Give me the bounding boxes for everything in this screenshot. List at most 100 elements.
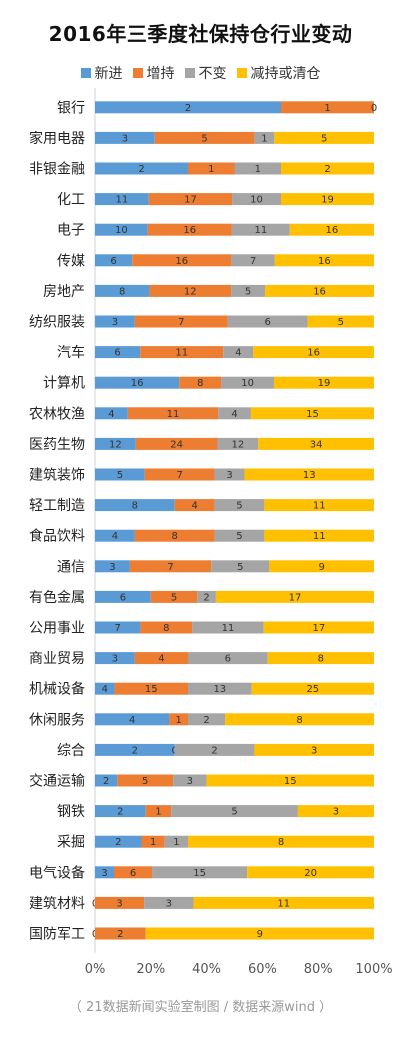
data-label: 1 bbox=[176, 715, 182, 726]
bar-segment bbox=[95, 499, 175, 512]
bar-segment bbox=[95, 866, 115, 879]
bar-segment bbox=[171, 805, 298, 818]
legend-swatch-unchanged bbox=[184, 68, 195, 78]
bar-segment bbox=[211, 560, 270, 573]
data-label: 7 bbox=[167, 562, 173, 573]
category-label: 交通运输 bbox=[29, 773, 85, 790]
bar-segment bbox=[217, 437, 259, 450]
bar-segment bbox=[227, 315, 308, 328]
legend: 新进 增持 不变 减持或清仓 bbox=[0, 63, 401, 83]
data-label: 4 bbox=[158, 654, 164, 665]
data-label: 3 bbox=[109, 562, 115, 573]
data-label: 10 bbox=[115, 225, 128, 236]
bar-segment bbox=[134, 315, 228, 328]
bar-segment bbox=[95, 529, 135, 542]
data-label: 11 bbox=[116, 195, 129, 206]
category-label: 建筑装饰 bbox=[29, 468, 85, 484]
data-label: 3 bbox=[112, 317, 118, 328]
bar-segment bbox=[297, 805, 374, 818]
bar-segment bbox=[265, 284, 374, 297]
bar-segment bbox=[218, 407, 251, 420]
data-label: 5 bbox=[171, 592, 177, 603]
bar-segment bbox=[269, 560, 374, 573]
data-label: 4 bbox=[129, 715, 135, 726]
data-label: 16 bbox=[307, 348, 320, 359]
data-label: 25 bbox=[306, 684, 319, 695]
data-label: 19 bbox=[321, 195, 334, 206]
bar-segment bbox=[148, 193, 233, 206]
bar-segment bbox=[95, 101, 281, 114]
bar-segment bbox=[273, 376, 374, 389]
legend-label-unchanged: 不变 bbox=[198, 66, 227, 82]
data-label: 2 bbox=[132, 745, 138, 756]
data-label: 4 bbox=[112, 531, 118, 542]
data-label: 8 bbox=[119, 286, 125, 297]
bar-segment bbox=[95, 927, 146, 940]
data-label: 16 bbox=[183, 225, 196, 236]
data-label: 2 bbox=[203, 592, 209, 603]
data-label: 16 bbox=[131, 378, 144, 389]
data-label: 11 bbox=[313, 531, 326, 542]
x-tick-label: 80% bbox=[304, 962, 333, 977]
bar-segment bbox=[95, 254, 133, 267]
bar-segment bbox=[95, 774, 118, 787]
bar-segment bbox=[174, 499, 215, 512]
data-label: 12 bbox=[184, 286, 197, 297]
data-label: 17 bbox=[184, 195, 197, 206]
bar-segment bbox=[214, 499, 265, 512]
data-label: 1 bbox=[261, 133, 267, 144]
bar-segment bbox=[140, 621, 193, 634]
data-label: 2 bbox=[117, 929, 123, 940]
category-label: 化工 bbox=[57, 192, 85, 208]
legend-label-increase: 增持 bbox=[146, 66, 175, 82]
category-label: 商业贸易 bbox=[29, 651, 85, 667]
data-label: 2 bbox=[185, 103, 191, 114]
data-label: 19 bbox=[318, 378, 331, 389]
data-label: 8 bbox=[132, 501, 138, 512]
bar-segment bbox=[214, 468, 245, 481]
bar-segment bbox=[188, 835, 374, 848]
data-label: 2 bbox=[103, 776, 109, 787]
bar-segment bbox=[95, 743, 175, 756]
data-label: 10 bbox=[241, 378, 254, 389]
bar-segment bbox=[206, 774, 374, 787]
bar-segment bbox=[254, 743, 374, 756]
category-label: 计算机 bbox=[43, 376, 85, 392]
bar-segment bbox=[179, 376, 222, 389]
bar-segment bbox=[192, 621, 264, 634]
bar-segment bbox=[95, 193, 149, 206]
data-label: 8 bbox=[172, 531, 178, 542]
data-label: 2 bbox=[211, 745, 217, 756]
bar-segment bbox=[281, 162, 374, 175]
bar-segment bbox=[95, 896, 145, 909]
bar-segment bbox=[274, 254, 374, 267]
bar-segment bbox=[114, 682, 188, 695]
bar-segment bbox=[264, 499, 374, 512]
data-label: 5 bbox=[245, 286, 251, 297]
bar-segment bbox=[169, 713, 188, 726]
data-label: 16 bbox=[326, 225, 339, 236]
data-label: 24 bbox=[170, 439, 183, 450]
bar-segment bbox=[307, 315, 374, 328]
bar-segment bbox=[127, 407, 219, 420]
data-label: 6 bbox=[130, 868, 136, 879]
data-label: 3 bbox=[122, 133, 128, 144]
bar-segment bbox=[114, 866, 153, 879]
data-label: 11 bbox=[175, 348, 188, 359]
bar-segment bbox=[144, 468, 215, 481]
data-label: 8 bbox=[278, 837, 284, 848]
bar-segment bbox=[95, 223, 148, 236]
bar-segment bbox=[215, 590, 374, 603]
data-label: 2 bbox=[324, 164, 330, 175]
data-label: 1 bbox=[255, 164, 261, 175]
bar-segment bbox=[264, 529, 374, 542]
bar-segment bbox=[140, 346, 224, 359]
data-label: 8 bbox=[296, 715, 302, 726]
category-label: 公用事业 bbox=[29, 621, 85, 637]
data-label: 5 bbox=[236, 501, 242, 512]
data-label: 3 bbox=[112, 654, 118, 665]
bar-segment bbox=[147, 223, 232, 236]
bar-segment bbox=[134, 652, 188, 665]
data-label: 1 bbox=[150, 837, 156, 848]
bar-segment bbox=[253, 346, 374, 359]
